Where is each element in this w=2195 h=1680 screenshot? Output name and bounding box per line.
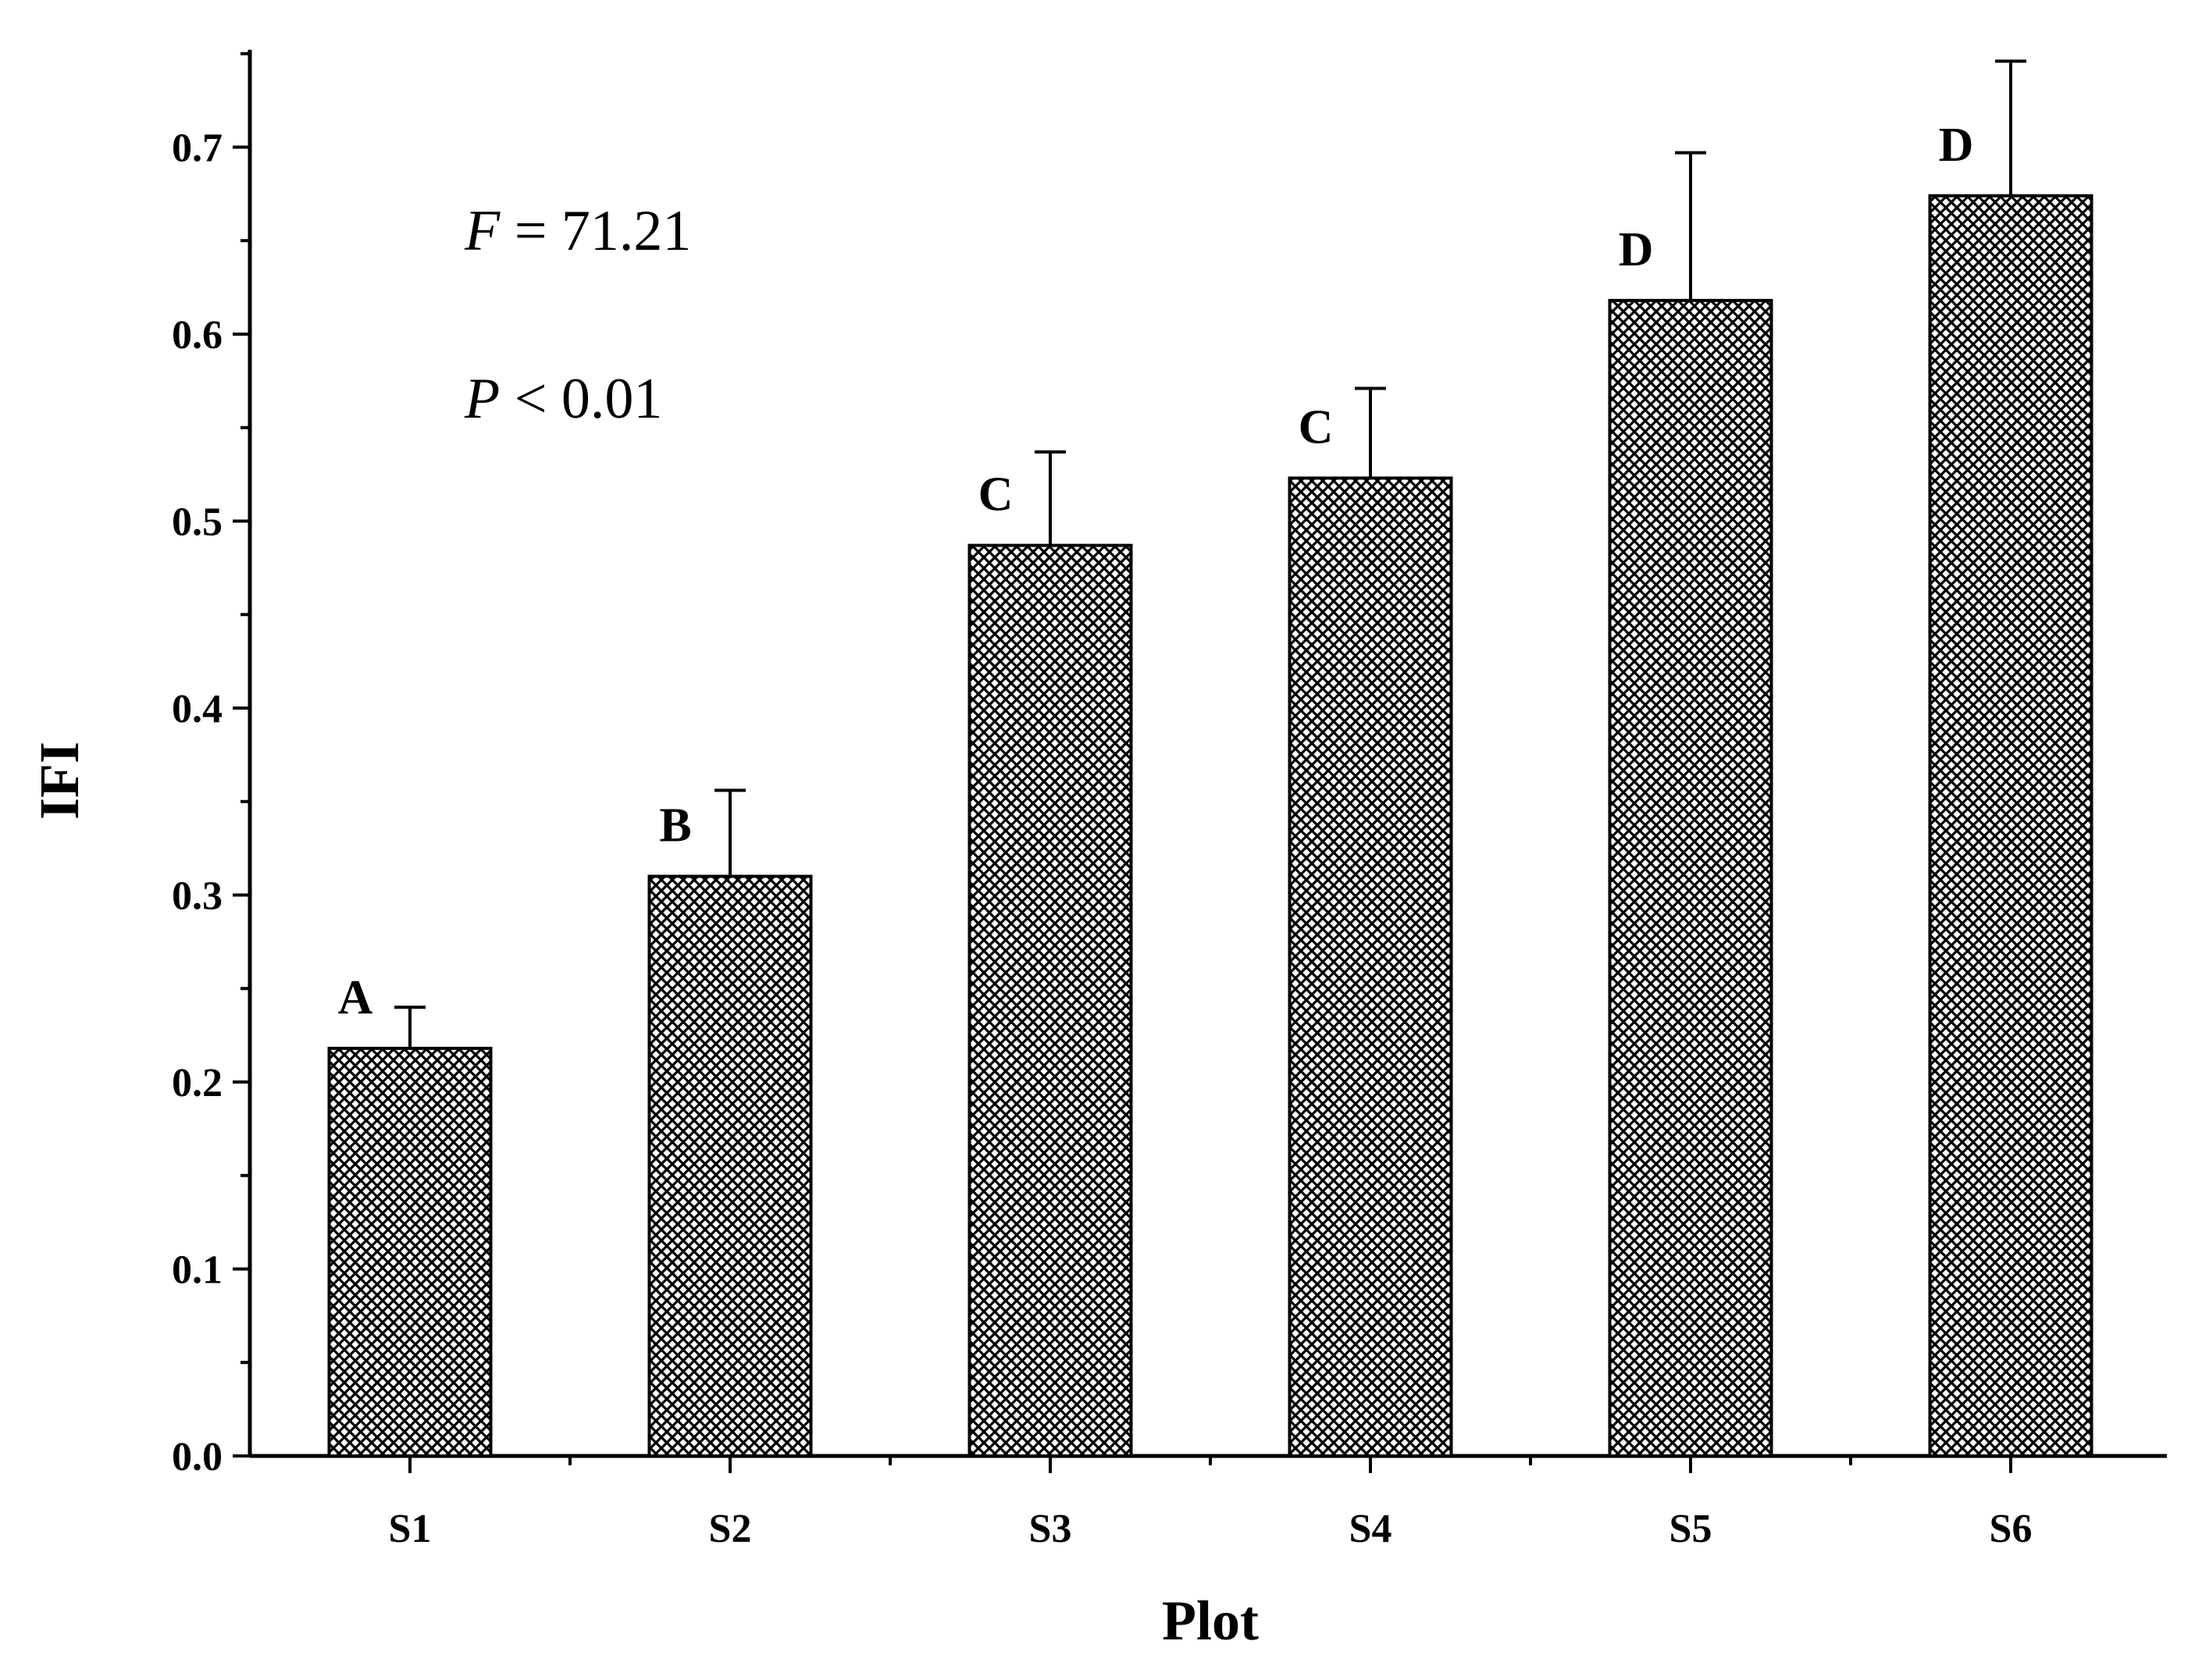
f-value: = 71.21 (500, 199, 691, 263)
y-tick-label: 0.4 (172, 687, 223, 731)
significance-letter: D (1939, 119, 1974, 172)
x-tick-label: S2 (709, 1507, 752, 1551)
bars (327, 59, 2093, 1458)
p-value: < 0.01 (500, 367, 662, 431)
y-tick-label: 0.3 (172, 874, 223, 919)
bar-s3 (967, 543, 1133, 1458)
bar-s5 (1608, 298, 1773, 1458)
x-tick-label: S4 (1349, 1507, 1392, 1551)
significance-letter: B (659, 799, 691, 852)
x-tick-label: S6 (1990, 1507, 2033, 1551)
f-symbol: F (464, 199, 501, 263)
y-axis-title: IFI (28, 742, 91, 820)
p-statistic: P < 0.01 (464, 367, 662, 431)
bar-s2 (647, 874, 813, 1458)
significance-letter: A (338, 971, 373, 1024)
significance-letter: D (1619, 223, 1654, 276)
significance-letter: C (978, 468, 1014, 521)
labels: A S1 B S2 C S3 C S4 D S5 D S6 (338, 119, 2033, 1551)
x-tick-label: S1 (389, 1507, 432, 1551)
x-tick-label: S3 (1029, 1507, 1072, 1551)
p-symbol: P (464, 367, 500, 431)
axes: 0.0 0.1 0.2 0.3 0.4 0.5 0.6 0.7 (172, 49, 2167, 1479)
x-axis-title: Plot (1162, 1589, 1259, 1652)
significance-letter: C (1299, 400, 1334, 454)
y-tick-label: 0.7 (172, 126, 223, 171)
y-tick-label: 0.5 (172, 500, 223, 545)
y-tick-label: 0.6 (172, 313, 223, 358)
y-tick-label: 0.1 (172, 1248, 223, 1293)
bar-s4 (1288, 476, 1453, 1458)
bar-s1 (327, 1046, 493, 1458)
f-statistic: F = 71.21 (464, 199, 691, 263)
y-tick-label: 0.2 (172, 1061, 223, 1105)
y-tick-label: 0.0 (172, 1435, 223, 1479)
bar-s6 (1928, 194, 2093, 1458)
x-tick-label: S5 (1669, 1507, 1712, 1551)
